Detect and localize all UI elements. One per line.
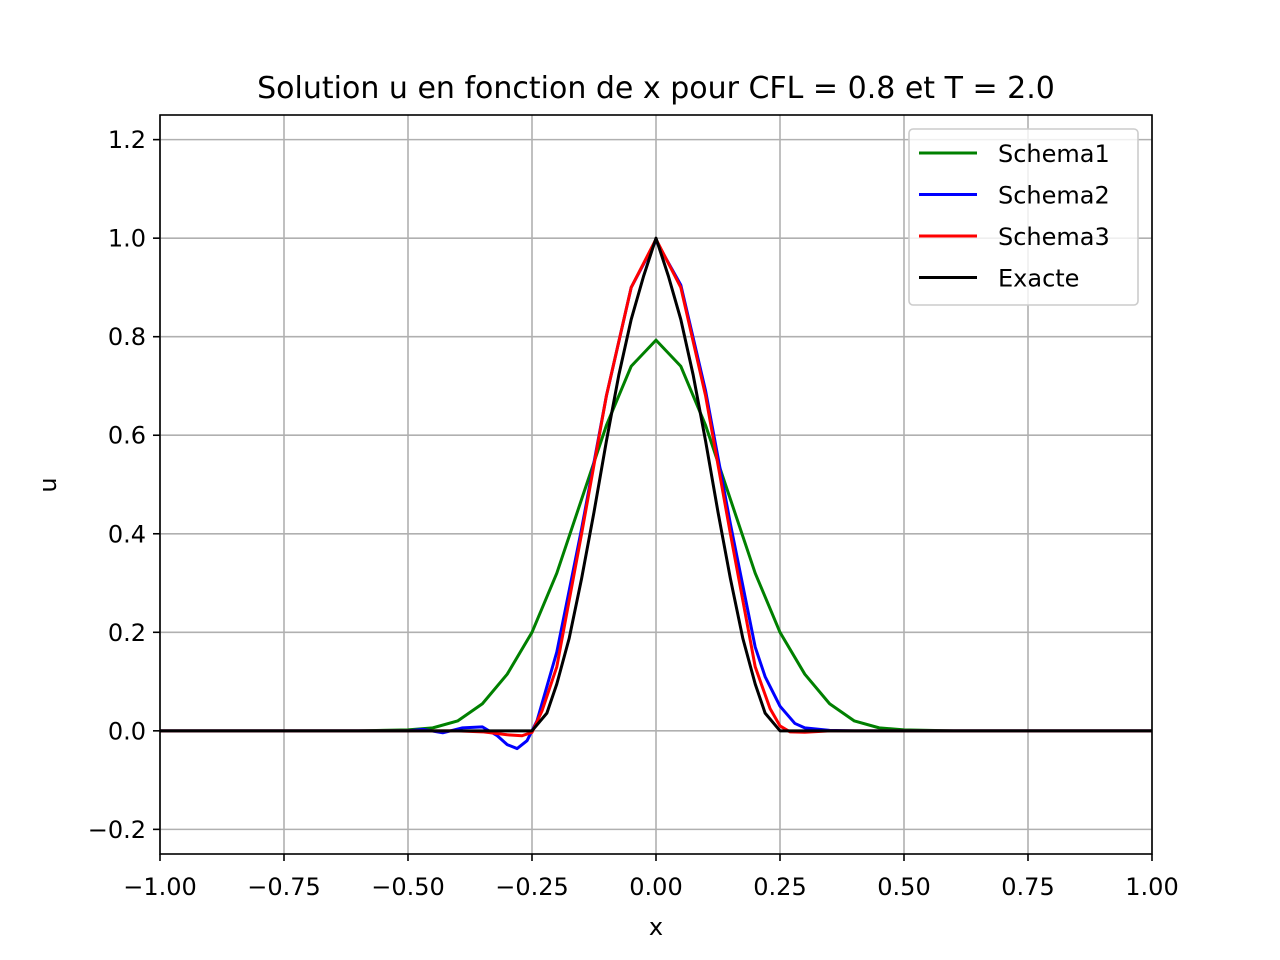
y-tick-label: 1.0 bbox=[108, 225, 146, 253]
legend-label-schema3: Schema3 bbox=[998, 223, 1110, 251]
x-tick-label: −0.50 bbox=[371, 873, 445, 901]
legend-label-exacte: Exacte bbox=[998, 265, 1079, 293]
chart-title: Solution u en fonction de x pour CFL = 0… bbox=[257, 71, 1055, 106]
x-axis-label: x bbox=[649, 913, 663, 941]
series-group bbox=[160, 236, 1152, 751]
legend-box bbox=[908, 128, 1139, 306]
x-tick-label: −1.00 bbox=[123, 873, 197, 901]
legend-label-schema1: Schema1 bbox=[998, 140, 1110, 168]
y-tick-label: 0.4 bbox=[108, 520, 146, 548]
y-tick-label: 0.2 bbox=[108, 619, 146, 647]
y-tick-label: 0.6 bbox=[108, 422, 146, 450]
y-tick-label: 0.8 bbox=[108, 323, 146, 351]
x-tick-label: 0.50 bbox=[877, 873, 930, 901]
series-line-schema3 bbox=[160, 237, 1152, 738]
x-tick-label: 0.75 bbox=[1001, 873, 1054, 901]
x-tick-label: −0.75 bbox=[247, 873, 321, 901]
x-tick-label: −0.25 bbox=[495, 873, 569, 901]
legend: Schema1 Schema2 Schema3 Exacte bbox=[908, 128, 1139, 306]
series-line-schema1 bbox=[160, 338, 1152, 733]
series-line-exacte bbox=[160, 236, 1152, 733]
y-tick-label: 0.0 bbox=[108, 717, 146, 745]
y-tick-label: 1.2 bbox=[108, 126, 146, 154]
axis-ticks: −1.00 −0.75 −0.50 −0.25 0.00 0.25 0.50 0.75 1.00… bbox=[88, 126, 1179, 901]
x-tick-label: 0.25 bbox=[753, 873, 806, 901]
legend-label-schema2: Schema2 bbox=[998, 182, 1110, 210]
x-tick-label: 1.00 bbox=[1125, 873, 1178, 901]
y-axis-label: u bbox=[34, 477, 62, 492]
y-tick-label: −0.2 bbox=[88, 816, 146, 844]
x-tick-label: 0.00 bbox=[629, 873, 682, 901]
